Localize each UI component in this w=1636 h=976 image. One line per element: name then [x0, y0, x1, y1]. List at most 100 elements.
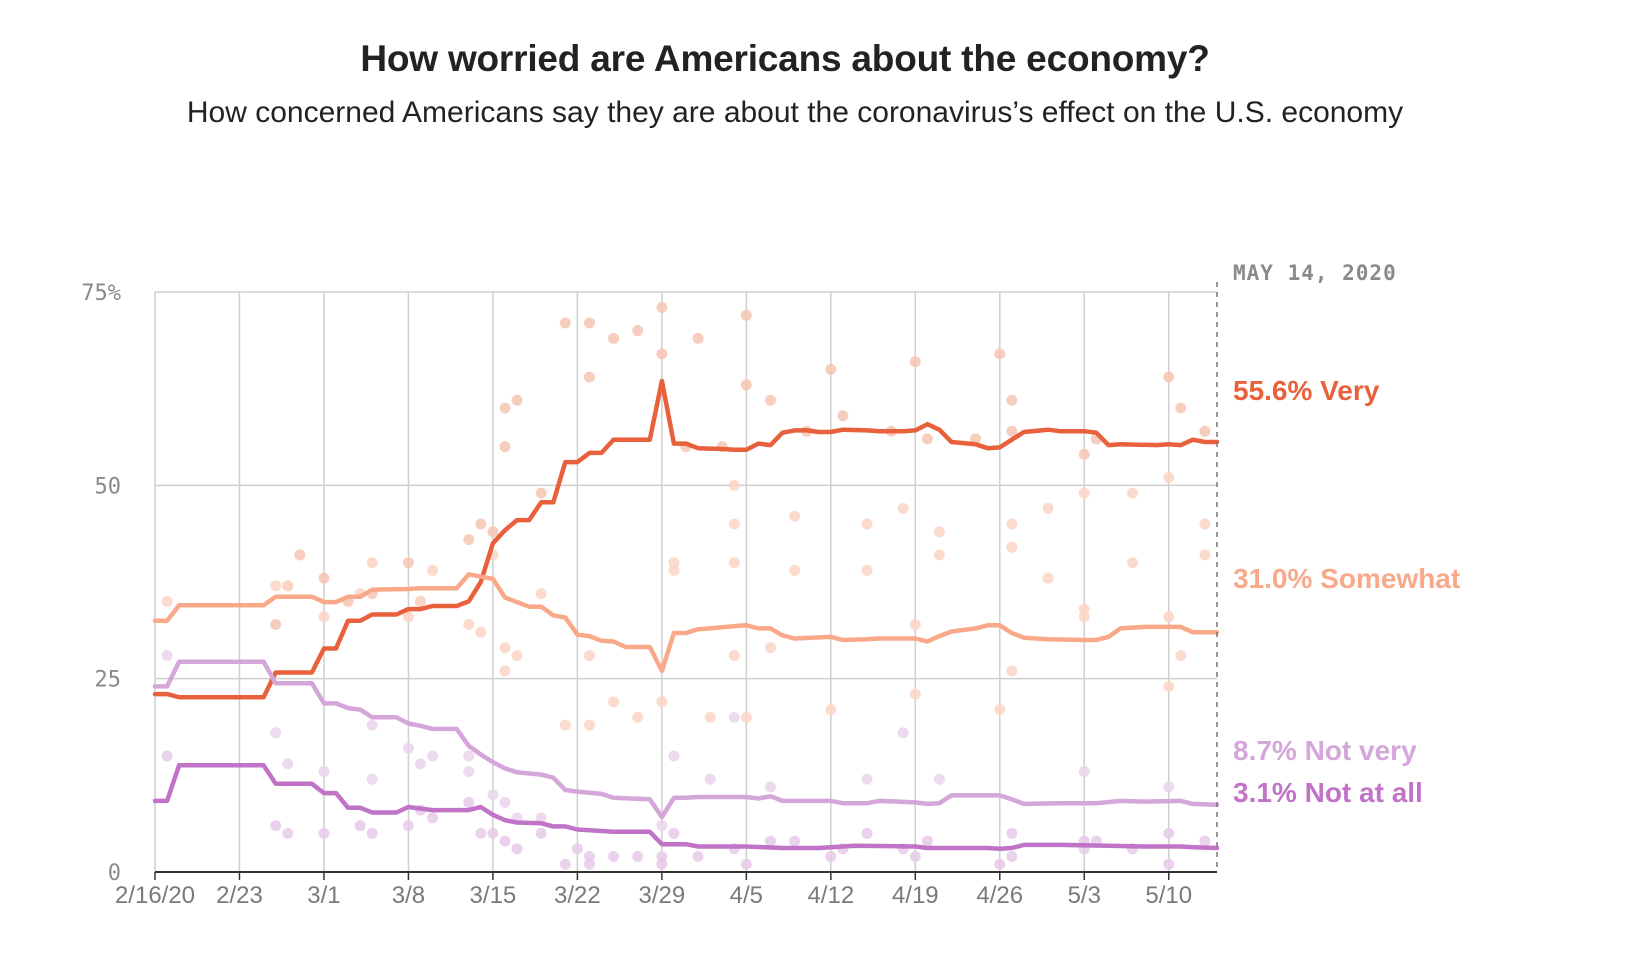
- poll-dot-very: [487, 526, 499, 538]
- poll-dot-not-at_all: [499, 835, 511, 847]
- poll-dot-somewhat: [1163, 611, 1175, 623]
- poll-dot-somewhat: [559, 719, 571, 731]
- poll-dot-not-at_all: [354, 820, 366, 832]
- end-label-somewhat: 31.0% Somewhat: [1233, 563, 1460, 594]
- poll-dot-very: [1006, 394, 1018, 406]
- poll-dot-not-at_all: [656, 851, 668, 863]
- poll-dot-somewhat: [789, 510, 801, 522]
- poll-dot-very: [535, 487, 547, 499]
- trend-line-not-very: [152, 659, 1220, 820]
- poll-dot-somewhat: [1127, 557, 1139, 569]
- poll-dot-not-at_all: [608, 851, 620, 863]
- poll-dot-not-at_all: [463, 796, 475, 808]
- poll-dot-somewhat: [415, 595, 426, 607]
- poll-dot-somewhat: [499, 665, 511, 677]
- poll-dot-very: [499, 402, 511, 414]
- poll-dot-not-very: [1078, 765, 1090, 777]
- y-tick-label: 75%: [81, 281, 121, 306]
- end-labels-layer: 55.6% Very 31.0% Somewhat 8.7% Not very 3.1…: [1233, 375, 1460, 808]
- poll-dot-not-very: [499, 796, 511, 808]
- poll-dot-very: [656, 301, 668, 313]
- poll-dot-somewhat: [1006, 518, 1018, 530]
- poll-dot-somewhat: [728, 557, 740, 569]
- poll-dot-not-at_all: [427, 812, 439, 824]
- poll-dot-somewhat: [789, 564, 801, 576]
- trend-line-somewhat: [152, 572, 1220, 674]
- poll-dot-somewhat: [1127, 487, 1139, 499]
- y-tick-label: 25: [95, 668, 122, 693]
- poll-dot-somewhat: [632, 711, 644, 723]
- poll-dot-somewhat: [861, 564, 873, 576]
- poll-dot-not-very: [463, 765, 475, 777]
- poll-dot-somewhat: [402, 611, 414, 623]
- poll-dot-somewhat: [1199, 518, 1211, 530]
- poll-dot-not-at_all: [764, 835, 776, 847]
- poll-dot-not-at_all: [161, 750, 173, 762]
- poll-dot-very: [402, 557, 414, 569]
- poll-dot-not-very: [656, 820, 668, 832]
- poll-dot-not-at_all: [475, 827, 487, 839]
- poll-dot-not-at_all: [583, 858, 595, 870]
- poll-dot-very: [1163, 371, 1175, 383]
- poll-dot-not-at_all: [559, 858, 571, 870]
- x-tick-label: 4/26: [976, 882, 1023, 909]
- x-tick-label: 3/29: [639, 882, 686, 909]
- poll-dot-very: [608, 332, 620, 344]
- x-tick-label: 4/5: [730, 882, 763, 909]
- chart-subtitle: How concerned Americans say they are abo…: [186, 96, 1404, 129]
- poll-dot-somewhat: [656, 696, 668, 708]
- poll-dot-somewhat: [897, 503, 909, 515]
- trend-line-not-at_all: [152, 763, 1220, 852]
- poll-dot-very: [583, 371, 595, 383]
- poll-dot-not-very: [487, 789, 499, 801]
- poll-dot-not-at_all: [366, 827, 378, 839]
- poll-dot-somewhat: [1006, 541, 1018, 553]
- current-date-label: MAY 14, 2020: [1233, 261, 1397, 285]
- x-tick-label: 5/3: [1068, 882, 1101, 909]
- poll-dot-not-at_all: [1006, 851, 1018, 863]
- poll-dot-very: [921, 433, 933, 445]
- poll-dot-not-at_all: [571, 843, 583, 855]
- poll-dot-somewhat: [1006, 665, 1018, 677]
- poll-dot-not-at_all: [270, 820, 282, 832]
- y-tick-label: 0: [108, 861, 121, 886]
- poll-dot-very: [656, 348, 668, 360]
- poll-dot-somewhat: [825, 704, 837, 716]
- poll-dot-somewhat: [1042, 503, 1054, 515]
- poll-dot-not-very: [1163, 781, 1175, 793]
- poll-dot-somewhat: [1163, 472, 1175, 484]
- poll-dot-somewhat: [764, 642, 776, 654]
- poll-dot-not-very: [318, 765, 330, 777]
- x-tick-label: 5/10: [1145, 882, 1192, 909]
- poll-dot-not-very: [463, 750, 475, 762]
- poll-dot-very: [1078, 448, 1090, 460]
- poll-dot-not-very: [366, 773, 378, 785]
- x-tick-label: 3/1: [307, 882, 340, 909]
- poll-dot-not-very: [861, 773, 873, 785]
- poll-dot-somewhat: [909, 688, 921, 700]
- poll-dot-somewhat: [728, 649, 740, 661]
- poll-dot-somewhat: [270, 580, 282, 592]
- poll-dot-not-at_all: [740, 858, 752, 870]
- poll-dot-somewhat: [535, 588, 547, 600]
- poll-dot-somewhat: [933, 549, 945, 561]
- poll-dot-not-at_all: [583, 851, 595, 863]
- poll-dot-somewhat: [668, 557, 680, 569]
- x-tick-label: 3/15: [470, 882, 517, 909]
- poll-dot-very: [825, 363, 837, 375]
- poll-dot-not-very: [161, 649, 173, 661]
- poll-dot-somewhat: [1078, 487, 1090, 499]
- poll-dot-very: [318, 572, 330, 584]
- poll-dot-somewhat: [1199, 549, 1211, 561]
- poll-dot-not-very: [933, 773, 945, 785]
- poll-dot-not-very: [270, 727, 282, 739]
- poll-dot-very: [632, 325, 644, 337]
- poll-dot-not-at_all: [861, 827, 873, 839]
- poll-dot-not-at_all: [1163, 858, 1175, 870]
- poll-dot-very: [1006, 425, 1018, 437]
- poll-dot-not-at_all: [825, 851, 837, 863]
- poll-dot-not-very: [704, 773, 716, 785]
- poll-dot-not-at_all: [511, 843, 523, 855]
- poll-dot-very: [764, 394, 776, 406]
